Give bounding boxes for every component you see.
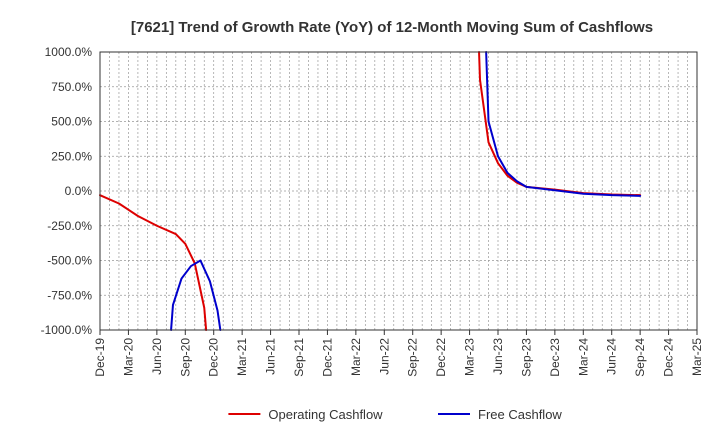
x-axis-tick-labels: Dec-19 Mar-20 Jun-20 Sep-20 Dec-20 Mar-21 Jun-… (93, 330, 704, 377)
x-tick-label: Sep-24 (633, 338, 647, 377)
x-tick-label: Jun-23 (491, 338, 505, 375)
y-tick-label: 0.0% (65, 184, 93, 198)
x-tick-label: Jun-22 (377, 338, 391, 375)
series-line (99, 194, 208, 331)
legend-label: Operating Cashflow (268, 407, 383, 422)
x-tick-label: Sep-22 (406, 338, 420, 377)
x-tick-label: Mar-25 (690, 338, 704, 376)
x-tick-label: Jun-21 (264, 338, 278, 375)
x-tick-label: Dec-19 (93, 338, 107, 377)
y-tick-label: -500.0% (47, 254, 92, 268)
x-tick-label: Dec-20 (207, 338, 221, 377)
x-tick-label: Dec-24 (662, 338, 676, 377)
plot-frame (99, 51, 698, 331)
x-tick-label: Sep-23 (519, 338, 533, 377)
y-tick-label: 1000.0% (45, 45, 93, 59)
x-tick-label: Mar-23 (463, 338, 477, 376)
y-axis-tick-labels: 1000.0% 750.0% 500.0% 250.0% 0.0% -250.0% -500… (41, 45, 93, 337)
series-line (485, 51, 642, 197)
y-tick-label: 250.0% (51, 149, 92, 163)
x-tick-label: Jun-24 (605, 338, 619, 375)
y-tick-label: -250.0% (47, 219, 92, 233)
y-tick-label: -750.0% (47, 288, 92, 302)
x-tick-label: Dec-21 (320, 338, 334, 377)
chart-title: [7621] Trend of Growth Rate (YoY) of 12-… (131, 19, 653, 36)
x-tick-label: Mar-21 (235, 338, 249, 376)
y-tick-label: -1000.0% (41, 323, 93, 337)
x-tick-label: Sep-21 (292, 338, 306, 377)
legend-label: Free Cashflow (478, 407, 562, 422)
series-line (170, 259, 222, 331)
y-tick-label: 500.0% (51, 115, 92, 129)
x-tick-label: Mar-20 (121, 338, 135, 376)
x-tick-label: Sep-20 (178, 338, 192, 377)
x-tick-label: Jun-20 (150, 338, 164, 375)
x-tick-label: Mar-24 (576, 338, 590, 376)
series-lines (99, 51, 642, 331)
x-tick-label: Dec-23 (548, 338, 562, 377)
x-tick-label: Dec-22 (434, 338, 448, 377)
legend: Operating Cashflow Free Cashflow (228, 407, 562, 422)
y-tick-label: 750.0% (51, 80, 92, 94)
grid-lines (100, 52, 697, 330)
x-tick-label: Mar-22 (349, 338, 363, 376)
